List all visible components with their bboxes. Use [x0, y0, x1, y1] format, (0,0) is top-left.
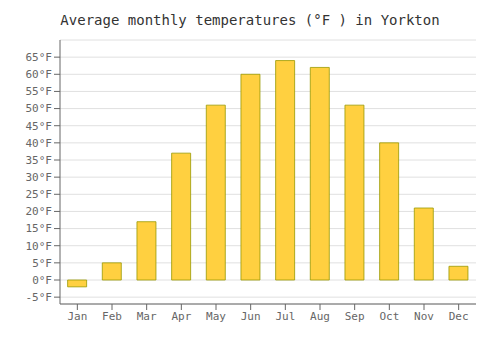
svg-text:10°F: 10°F: [26, 240, 53, 253]
svg-text:Feb: Feb: [102, 310, 122, 323]
html-text:Average monthly temperatures (: Average monthly temperatures (°F ) in Yo…: [60, 12, 440, 28]
svg-text:Jul: Jul: [275, 310, 295, 323]
svg-text:30°F: 30°F: [26, 171, 53, 184]
svg-text:Nov: Nov: [414, 310, 434, 323]
svg-text:Mar: Mar: [137, 310, 157, 323]
svg-text:Oct: Oct: [379, 310, 399, 323]
svg-text:65°F: 65°F: [26, 51, 53, 64]
svg-text:0°F: 0°F: [32, 274, 52, 287]
svg-text:25°F: 25°F: [26, 188, 53, 201]
svg-text:Dec: Dec: [449, 310, 469, 323]
svg-text:55°F: 55°F: [26, 85, 53, 98]
svg-text:-5°F: -5°F: [26, 291, 53, 304]
svg-text:15°F: 15°F: [26, 222, 53, 235]
svg-text:20°F: 20°F: [26, 205, 53, 218]
svg-text:May: May: [206, 310, 226, 323]
svg-text:35°F: 35°F: [26, 154, 53, 167]
svg-text:50°F: 50°F: [26, 102, 53, 115]
svg-text:60°F: 60°F: [26, 68, 53, 81]
svg-text:Jan: Jan: [67, 310, 87, 323]
svg-text:45°F: 45°F: [26, 120, 53, 133]
svg-text:Aug: Aug: [310, 310, 330, 323]
svg-text:5°F: 5°F: [32, 257, 52, 270]
svg-text:Sep: Sep: [345, 310, 365, 323]
svg-text:Apr: Apr: [171, 310, 191, 323]
svg-text:40°F: 40°F: [26, 137, 53, 150]
svg-text:Jun: Jun: [241, 310, 261, 323]
